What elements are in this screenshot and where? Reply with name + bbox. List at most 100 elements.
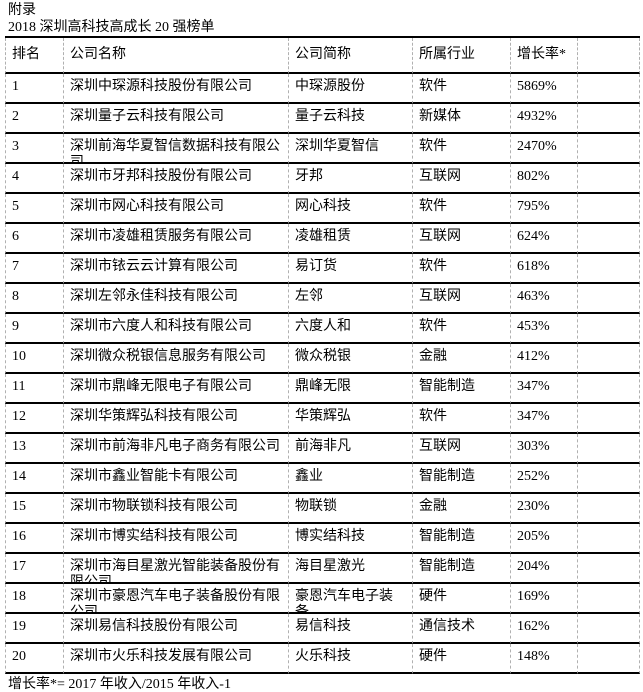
- growth-rate-cell: 5869%: [510, 74, 577, 104]
- growth-rate-cell: 347%: [510, 374, 577, 404]
- industry-cell: 互联网: [412, 224, 510, 254]
- growth-rate-cell: 802%: [510, 164, 577, 194]
- company-name-cell: 深圳市六度人和科技有限公司: [63, 314, 288, 344]
- growth-rate-cell: 453%: [510, 314, 577, 344]
- company-short-name-cell: 海目星激光: [288, 554, 412, 584]
- industry-cell: 软件: [412, 404, 510, 434]
- company-name-cell: 深圳市豪恩汽车电子装备股份有限公司: [63, 584, 288, 614]
- rank-cell: 4: [5, 164, 63, 194]
- company-name-cell: 深圳市网心科技有限公司: [63, 194, 288, 224]
- empty-cell: [577, 254, 640, 284]
- company-short-name-cell: 火乐科技: [288, 644, 412, 674]
- industry-cell: 硬件: [412, 584, 510, 614]
- empty-cell: [577, 584, 640, 614]
- rank-cell: 13: [5, 434, 63, 464]
- growth-rate-cell: 169%: [510, 584, 577, 614]
- industry-cell: 智能制造: [412, 524, 510, 554]
- growth-rate-cell: 2470%: [510, 134, 577, 164]
- company-name-cell: 深圳左邻永佳科技有限公司: [63, 284, 288, 314]
- company-short-name-cell: 鼎峰无限: [288, 374, 412, 404]
- column-header-company: 公司名称: [63, 38, 288, 74]
- rank-cell: 6: [5, 224, 63, 254]
- empty-cell: [577, 434, 640, 464]
- industry-cell: 新媒体: [412, 104, 510, 134]
- industry-cell: 互联网: [412, 284, 510, 314]
- company-name-cell: 深圳市牙邦科技股份有限公司: [63, 164, 288, 194]
- growth-rate-footnote: 增长率*= 2017 年收入/2015 年收入-1: [8, 677, 231, 692]
- company-short-name-cell: 凌雄租赁: [288, 224, 412, 254]
- empty-cell: [577, 284, 640, 314]
- column-header-short-name: 公司简称: [288, 38, 412, 74]
- company-short-name-cell: 微众税银: [288, 344, 412, 374]
- empty-cell: [577, 464, 640, 494]
- company-name-cell: 深圳中琛源科技股份有限公司: [63, 74, 288, 104]
- industry-cell: 软件: [412, 134, 510, 164]
- industry-cell: 金融: [412, 344, 510, 374]
- rank-cell: 9: [5, 314, 63, 344]
- industry-cell: 互联网: [412, 434, 510, 464]
- column-header-rank: 排名: [5, 38, 63, 74]
- industry-cell: 智能制造: [412, 554, 510, 584]
- growth-rate-cell: 205%: [510, 524, 577, 554]
- growth-rate-cell: 624%: [510, 224, 577, 254]
- document-header: 附录 2018 深圳高科技高成长 20 强榜单: [0, 0, 643, 36]
- empty-cell: [577, 314, 640, 344]
- ranking-table: 排名 公司名称 公司简称 所属行业 增长率* 1 深圳中琛源科技股份有限公司 中琛源…: [5, 36, 640, 674]
- rank-cell: 18: [5, 584, 63, 614]
- column-header-empty: [577, 38, 640, 74]
- empty-cell: [577, 644, 640, 674]
- company-name-cell: 深圳市海目星激光智能装备股份有限公司: [63, 554, 288, 584]
- industry-cell: 智能制造: [412, 374, 510, 404]
- industry-cell: 互联网: [412, 164, 510, 194]
- empty-cell: [577, 194, 640, 224]
- company-name-cell: 深圳市鼎峰无限电子有限公司: [63, 374, 288, 404]
- company-short-name-cell: 博实结科技: [288, 524, 412, 554]
- company-name-cell: 深圳微众税银信息服务有限公司: [63, 344, 288, 374]
- industry-cell: 软件: [412, 314, 510, 344]
- company-short-name-cell: 前海非凡: [288, 434, 412, 464]
- empty-cell: [577, 134, 640, 164]
- company-name-cell: 深圳量子云科技有限公司: [63, 104, 288, 134]
- company-name-cell: 深圳市凌雄租赁服务有限公司: [63, 224, 288, 254]
- column-header-industry: 所属行业: [412, 38, 510, 74]
- empty-cell: [577, 74, 640, 104]
- industry-cell: 金融: [412, 494, 510, 524]
- growth-rate-cell: 795%: [510, 194, 577, 224]
- rank-cell: 19: [5, 614, 63, 644]
- growth-rate-cell: 618%: [510, 254, 577, 284]
- empty-cell: [577, 524, 640, 554]
- growth-rate-cell: 4932%: [510, 104, 577, 134]
- empty-cell: [577, 164, 640, 194]
- rank-cell: 10: [5, 344, 63, 374]
- industry-cell: 通信技术: [412, 614, 510, 644]
- appendix-label: 附录: [8, 3, 36, 18]
- company-short-name-cell: 网心科技: [288, 194, 412, 224]
- empty-cell: [577, 224, 640, 254]
- company-name-cell: 深圳市博实结科技有限公司: [63, 524, 288, 554]
- rank-cell: 11: [5, 374, 63, 404]
- rank-cell: 20: [5, 644, 63, 674]
- company-name-cell: 深圳市前海非凡电子商务有限公司: [63, 434, 288, 464]
- growth-rate-cell: 463%: [510, 284, 577, 314]
- company-short-name-cell: 中琛源股份: [288, 74, 412, 104]
- empty-cell: [577, 344, 640, 374]
- growth-rate-cell: 303%: [510, 434, 577, 464]
- rank-cell: 1: [5, 74, 63, 104]
- empty-cell: [577, 554, 640, 584]
- growth-rate-cell: 347%: [510, 404, 577, 434]
- growth-rate-cell: 252%: [510, 464, 577, 494]
- growth-rate-cell: 412%: [510, 344, 577, 374]
- company-short-name-cell: 豪恩汽车电子装备: [288, 584, 412, 614]
- rank-cell: 7: [5, 254, 63, 284]
- empty-cell: [577, 494, 640, 524]
- company-name-cell: 深圳市物联锁科技有限公司: [63, 494, 288, 524]
- industry-cell: 智能制造: [412, 464, 510, 494]
- growth-rate-cell: 204%: [510, 554, 577, 584]
- rank-cell: 5: [5, 194, 63, 224]
- growth-rate-cell: 148%: [510, 644, 577, 674]
- company-short-name-cell: 深圳华夏智信: [288, 134, 412, 164]
- company-short-name-cell: 量子云科技: [288, 104, 412, 134]
- company-name-cell: 深圳易信科技股份有限公司: [63, 614, 288, 644]
- company-name-cell: 深圳市火乐科技发展有限公司: [63, 644, 288, 674]
- company-name-cell: 深圳华策辉弘科技有限公司: [63, 404, 288, 434]
